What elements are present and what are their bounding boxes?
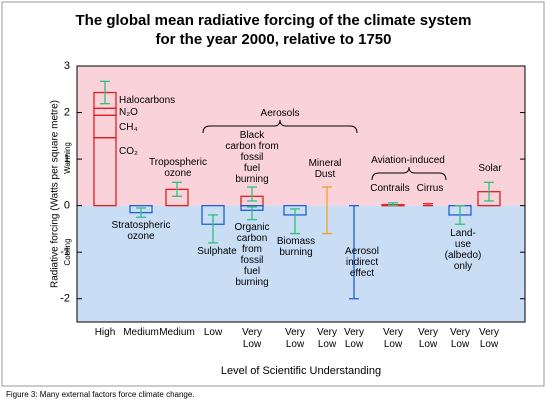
brace (371, 166, 447, 181)
warming-area (77, 66, 525, 206)
y-tick-label: 1 (64, 153, 70, 165)
segment-label: CH₄ (119, 122, 138, 133)
error-bar (247, 186, 257, 202)
forcing-label: Sulphate (197, 246, 237, 257)
x-tick-label: Very Low (284, 327, 306, 350)
segment-label: N₂O (119, 107, 138, 118)
x-tick-label: High (94, 327, 116, 338)
forcing-label: Black carbon from fossil fuel burning (225, 130, 279, 185)
error-bar (455, 204, 465, 225)
y-tick-label: -2 (60, 293, 70, 305)
error-bar (484, 181, 494, 202)
forcing-label: Land- use (albedo) only (444, 228, 482, 272)
forcing-label: Cirrus (416, 183, 444, 194)
error-bar (247, 206, 257, 221)
cooling-area (77, 205, 525, 322)
x-tick-label: Medium (159, 327, 195, 338)
frame (1, 1, 545, 387)
x-tick-label: Very Low (478, 327, 500, 350)
cooling-label: Cooling (63, 238, 72, 265)
y-tick-label: 2 (64, 106, 70, 118)
error-bar (208, 214, 218, 244)
x-tick-label: Very Low (343, 327, 365, 350)
error-bar (100, 80, 110, 105)
chart-title: The global mean radiative forcing of the… (75, 12, 472, 48)
x-tick-label: Very Low (382, 327, 404, 350)
forcing-label: Biomass burning (276, 236, 316, 258)
x-tick-label: Very Low (417, 327, 439, 350)
y-tick-label: 3 (64, 60, 70, 72)
x-axis-title: Level of Scientific Understanding (221, 365, 381, 377)
forcing-label: Contrails (370, 183, 410, 194)
x-tick-label: Low (203, 327, 223, 338)
error-bar (136, 207, 146, 218)
plot-border (76, 65, 526, 323)
forcing-label: Mineral Dust (308, 158, 342, 180)
x-tick-label: Very Low (316, 327, 338, 350)
error-bar (388, 202, 398, 207)
forcing-label: Aerosol indirect effect (345, 246, 379, 279)
forcing-label: Tropospheric ozone (149, 157, 207, 179)
group-label: Aerosols (260, 108, 300, 119)
warming-label: Warming (63, 142, 72, 174)
error-bar (290, 208, 300, 235)
brace (202, 119, 358, 134)
forcing-label: Solar (478, 163, 502, 174)
forcing-label: Stratospheric ozone (111, 220, 171, 242)
error-bar (349, 204, 359, 300)
caption: Figure 3: Many external factors force cl… (6, 390, 195, 399)
group-label: Aviation-induced (371, 155, 445, 166)
x-tick-label: Very Low (449, 327, 471, 350)
x-tick-label: Medium (123, 327, 159, 338)
y-tick-label: -1 (60, 246, 70, 258)
segment-label: Halocarbons (119, 95, 176, 106)
error-bar (172, 181, 182, 197)
y-tick-label: 0 (64, 200, 70, 212)
error-bar (322, 186, 332, 235)
forcing-label: Organic carbon from fossil fuel burning (234, 222, 270, 288)
error-bar (423, 203, 433, 207)
segment-label: CO₂ (119, 146, 138, 157)
x-tick-label: Very Low (241, 327, 263, 350)
y-axis-title: Radiative forcing (Watts per square metr… (50, 100, 61, 288)
